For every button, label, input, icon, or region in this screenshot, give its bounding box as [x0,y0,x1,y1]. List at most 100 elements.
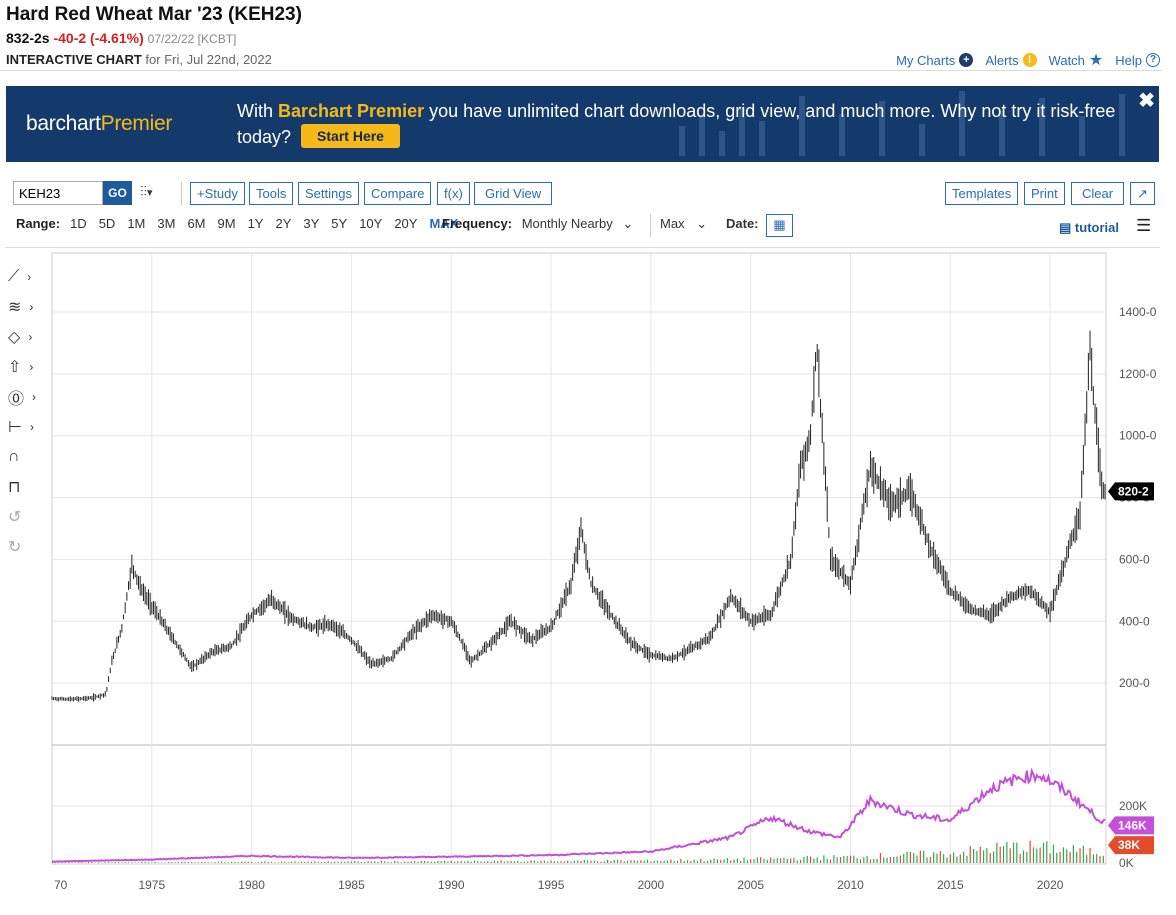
line-icon: ⟋ [8,268,20,285]
fx-button[interactable]: f(x) [437,182,470,205]
date-label: Date: [726,216,759,231]
barchart-premier-logo[interactable]: barchartPremier [26,112,172,136]
go-button[interactable]: GO [103,181,132,205]
range-6m[interactable]: 6M [187,216,206,231]
magnet-icon: ∩ [8,448,20,465]
price-chart[interactable]: 70 1975 1980 1985 1990 1995 2000 2005 2010 2015 20… [0,250,1162,900]
shape-icon: ◇ [8,329,21,346]
question-icon: ? [1146,53,1160,67]
range-1y[interactable]: 1Y [247,216,264,231]
redo-icon: ↻ [8,539,22,556]
x-tick-label: 1990 [438,878,465,892]
range-1m[interactable]: 1M [127,216,146,231]
x-tick-label: 70 [54,878,68,892]
shape-tool[interactable]: ◇ › [8,322,48,352]
toolbar-divider-line [6,247,1160,248]
tutorial-link[interactable]: ▤ tutorial [1059,220,1119,236]
arrow-up-icon: ⇧ [8,359,22,376]
range-2y[interactable]: 2Y [275,216,292,231]
x-tick-label: 2020 [1037,878,1064,892]
promo-banner: barchartPremier With Barchart Premier yo… [6,86,1159,162]
close-banner-icon[interactable]: ✖ [1138,90,1155,112]
my-charts-link[interactable]: My Charts + [896,50,974,70]
promo-text-a: With [237,101,279,121]
open-interest-series [52,767,1106,863]
annotation-tool[interactable]: ⓪ › [8,382,48,412]
top-links: My Charts + Alerts! Watch ★ Help? [896,50,1160,70]
film-icon: ▤ [1059,220,1072,235]
promo-highlight: Barchart Premier [278,101,425,121]
promo-text-b: you have unlimited chart downloads, grid… [237,101,1116,147]
templates-button[interactable]: Templates [945,182,1019,205]
range-9m[interactable]: 9M [217,216,236,231]
range-selector: Range: 1D 5D 1M 3M 6M 9M 1Y 2Y 3Y 5Y 10Y… [16,216,470,231]
magnet-tool[interactable]: ∩ [8,442,48,472]
frequency-dropdown[interactable]: Monthly Nearby ⌄ [522,216,634,231]
start-here-button[interactable]: Start Here [301,124,400,148]
range-10y[interactable]: 10Y [359,216,383,231]
fib-tool[interactable]: ≋ › [8,292,48,322]
undo-tool[interactable]: ↺ [8,502,48,532]
price-tick-label: 1200-0 [1119,367,1157,381]
open-interest-badge: 146K [1108,816,1154,835]
price-tick-label: 400-0 [1119,614,1150,628]
last-price: 832-2s [6,30,50,46]
fibonacci-icon: ≋ [8,299,22,316]
range-3m[interactable]: 3M [157,216,176,231]
menu-icon[interactable]: ☰ [1136,216,1152,235]
chevron-right-icon: › [29,360,34,374]
measure-tool[interactable]: ⊢ › [8,412,48,442]
range-divider [650,214,651,237]
badge-label: 820-2 [1118,484,1149,498]
range-max[interactable]: MAX [429,216,459,231]
clear-button[interactable]: Clear [1071,182,1125,205]
range-5d[interactable]: 5D [98,216,116,231]
aggregation-value: Max [660,216,685,231]
add-study-button[interactable]: +Study [190,182,245,205]
chart-type-dropdown[interactable]: ⫶⫶▾ [140,183,153,200]
measure-icon: ⊢ [8,419,22,436]
print-button[interactable]: Print [1024,182,1065,205]
price-tick-label: 1000-0 [1119,429,1157,443]
range-5y[interactable]: 5Y [331,216,348,231]
grid-view-button[interactable]: Grid View [474,182,553,205]
expand-icon[interactable]: ↗ [1130,182,1155,205]
header-divider [0,70,1162,71]
subtitle-bold: INTERACTIVE CHART [6,52,142,67]
help-link[interactable]: Help? [1115,50,1160,70]
last-value-badges: 820-2 146K 38K [1108,482,1154,855]
range-3y[interactable]: 3Y [303,216,320,231]
price-tick-label: 200-0 [1119,676,1150,690]
chevron-right-icon: › [29,420,34,434]
open-interest-line [52,767,1106,863]
range-1d[interactable]: 1D [70,216,87,231]
range-label: Range: [16,216,61,231]
frequency-label: Frequency: [442,216,513,231]
chart-subtitle: INTERACTIVE CHART for Fri, Jul 22nd, 202… [6,52,272,67]
chevron-down-icon: ⌄ [696,216,708,231]
quote-line: 832-2s -40-2 (-4.61%) 07/22/22 [KCBT] [6,30,236,46]
alert-icon: ! [1022,53,1037,67]
compare-button[interactable]: Compare [364,182,432,205]
range-20y[interactable]: 20Y [394,216,418,231]
x-tick-label: 1975 [138,878,165,892]
aggregation-dropdown[interactable]: Max ⌄ [660,216,707,232]
frequency-value: Monthly Nearby [521,216,613,231]
chevron-right-icon: › [27,270,32,284]
alerts-link[interactable]: Alerts! [985,50,1037,70]
tools-button[interactable]: Tools [249,182,294,205]
arrow-tool[interactable]: ⇧ › [8,352,48,382]
watch-link[interactable]: Watch ★ [1049,50,1104,70]
badge-shape [1108,816,1154,835]
x-tick-label: 2005 [737,878,764,892]
settings-button[interactable]: Settings [298,182,359,205]
chevron-down-icon: ⌄ [622,216,634,231]
lock-tool[interactable]: ⊓ [8,472,48,502]
symbol-input[interactable] [13,181,103,205]
quote-meta: 07/22/22 [KCBT] [147,32,237,46]
line-tool[interactable]: ⟋ › [8,262,48,292]
plus-icon: + [959,53,974,67]
calendar-icon[interactable]: ▦ [766,214,793,237]
redo-tool[interactable]: ↻ [8,532,48,562]
undo-icon: ↺ [8,509,22,526]
